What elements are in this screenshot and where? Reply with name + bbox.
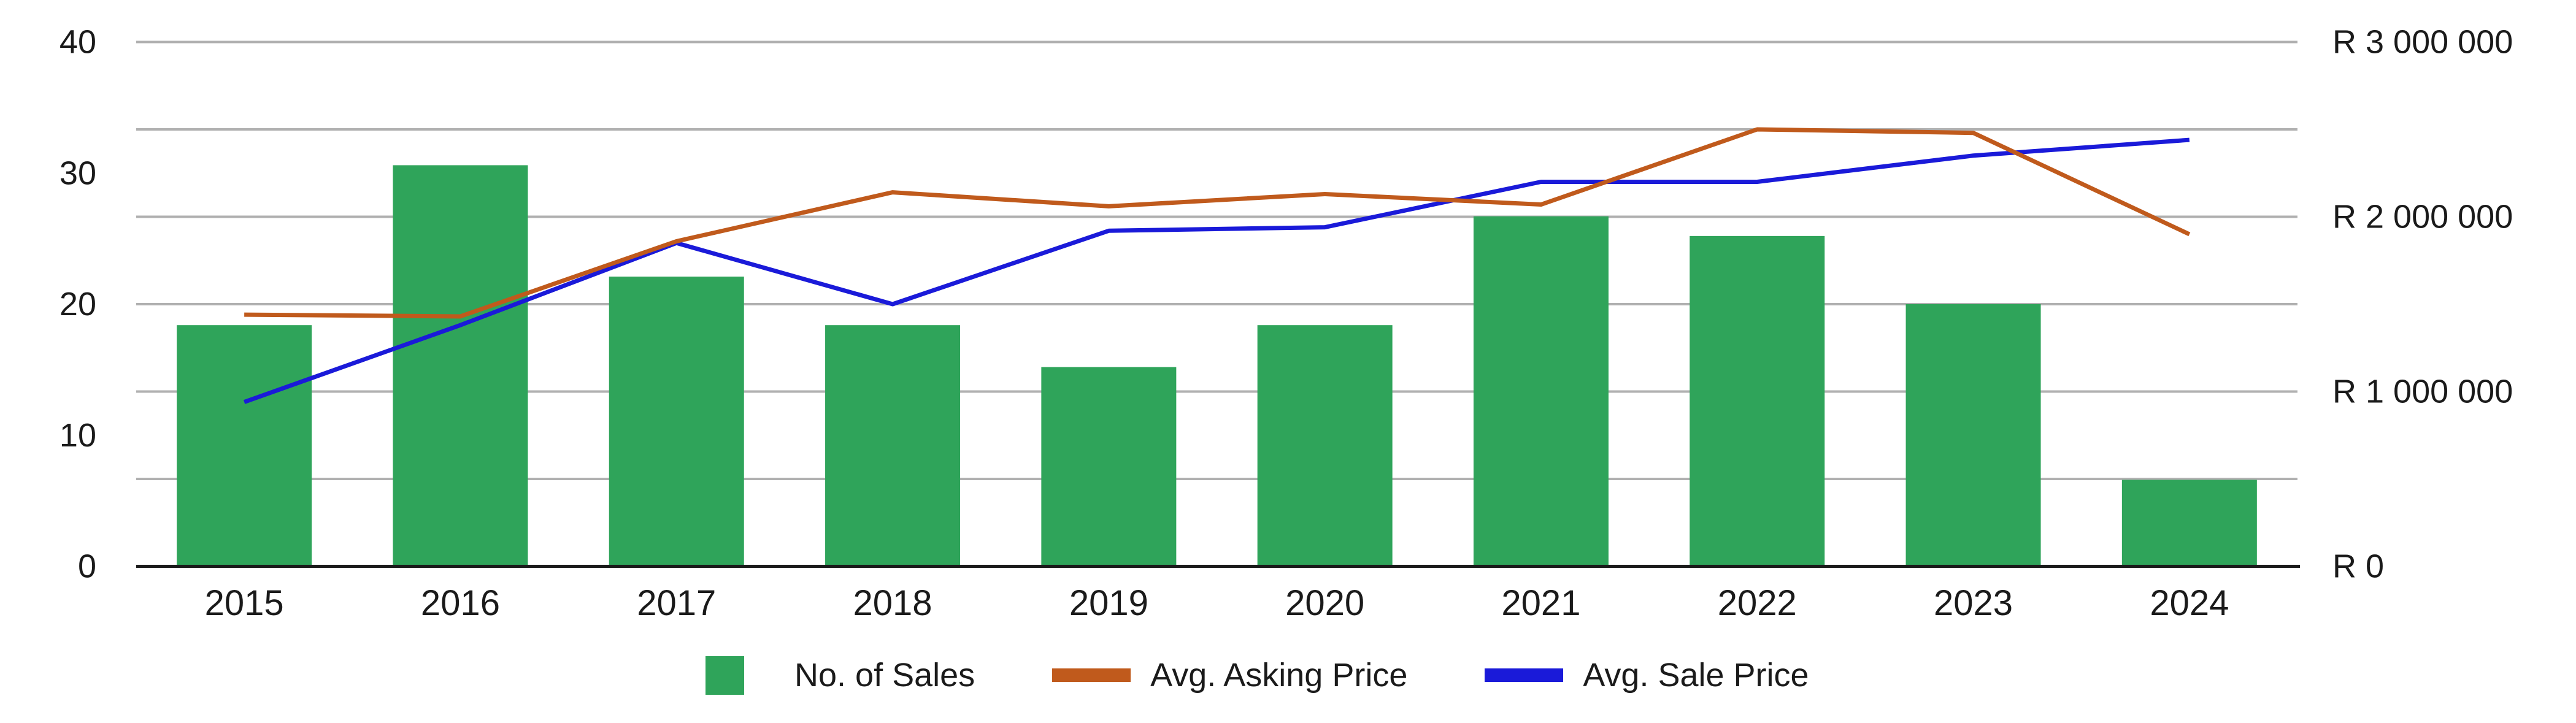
left-axis-tick-label: 10 bbox=[60, 417, 96, 454]
legend-label-avg-asking-price: Avg. Asking Price bbox=[1150, 657, 1408, 694]
right-axis-tick-label: R 1 000 000 bbox=[2332, 373, 2513, 410]
legend-item-avg-sale-price: Avg. Sale Price bbox=[1485, 654, 1809, 697]
bar-2022 bbox=[1690, 235, 1825, 567]
legend-item-no-of-sales: No. of Sales bbox=[706, 654, 975, 697]
legend-label-no-of-sales: No. of Sales bbox=[794, 657, 975, 694]
bar-2019 bbox=[1041, 367, 1177, 567]
bar-2020 bbox=[1257, 325, 1393, 567]
x-axis-year-label: 2021 bbox=[1501, 583, 1580, 623]
left-axis-tick-label: 40 bbox=[60, 24, 96, 61]
x-axis-year-label: 2019 bbox=[1069, 583, 1148, 623]
x-axis-year-label: 2018 bbox=[853, 583, 932, 623]
avg-sale-price-swatch bbox=[1485, 668, 1564, 682]
left-axis-tick-label: 20 bbox=[60, 286, 96, 323]
bar-2018 bbox=[825, 325, 961, 567]
x-axis-year-label: 2015 bbox=[205, 583, 284, 623]
bar-2021 bbox=[1473, 216, 1609, 567]
no-of-sales-bars bbox=[177, 165, 2257, 567]
bar-2015 bbox=[177, 325, 312, 567]
chart-legend: No. of Sales Avg. Asking Price Avg. Sale… bbox=[706, 654, 1809, 697]
bar-2016 bbox=[393, 165, 528, 567]
bar-2024 bbox=[2121, 480, 2257, 567]
x-axis-year-label: 2022 bbox=[1718, 583, 1797, 623]
right-axis-tick-label: R 3 000 000 bbox=[2332, 24, 2513, 61]
x-axis-year-label: 2020 bbox=[1285, 583, 1364, 623]
avg-asking-price-swatch bbox=[1052, 668, 1131, 682]
avg-sale-price-line bbox=[243, 137, 2190, 404]
legend-label-avg-sale-price: Avg. Sale Price bbox=[1583, 657, 1809, 694]
avg-asking-price-line bbox=[244, 127, 2191, 319]
bar-2017 bbox=[609, 277, 744, 567]
x-axis-year-label: 2016 bbox=[421, 583, 500, 623]
right-axis-tick-label: R 2 000 000 bbox=[2332, 199, 2513, 235]
x-axis-year-label: 2024 bbox=[2150, 583, 2229, 623]
legend-item-avg-asking-price: Avg. Asking Price bbox=[1052, 654, 1407, 697]
left-axis-tick-label: 0 bbox=[78, 548, 96, 585]
x-axis-year-label: 2023 bbox=[1934, 583, 2013, 623]
right-axis-tick-label: R 0 bbox=[2332, 548, 2384, 585]
bar-2023 bbox=[1905, 304, 2041, 567]
price-lines bbox=[243, 127, 2191, 404]
axis-tick-labels: 0 10 20 30 40 R 0 R 1 000 000 R 2 000 000 R 3 00… bbox=[60, 24, 2513, 624]
x-axis-year-label: 2017 bbox=[637, 583, 716, 623]
no-of-sales-swatch bbox=[706, 656, 744, 695]
left-axis-tick-label: 30 bbox=[60, 155, 96, 191]
